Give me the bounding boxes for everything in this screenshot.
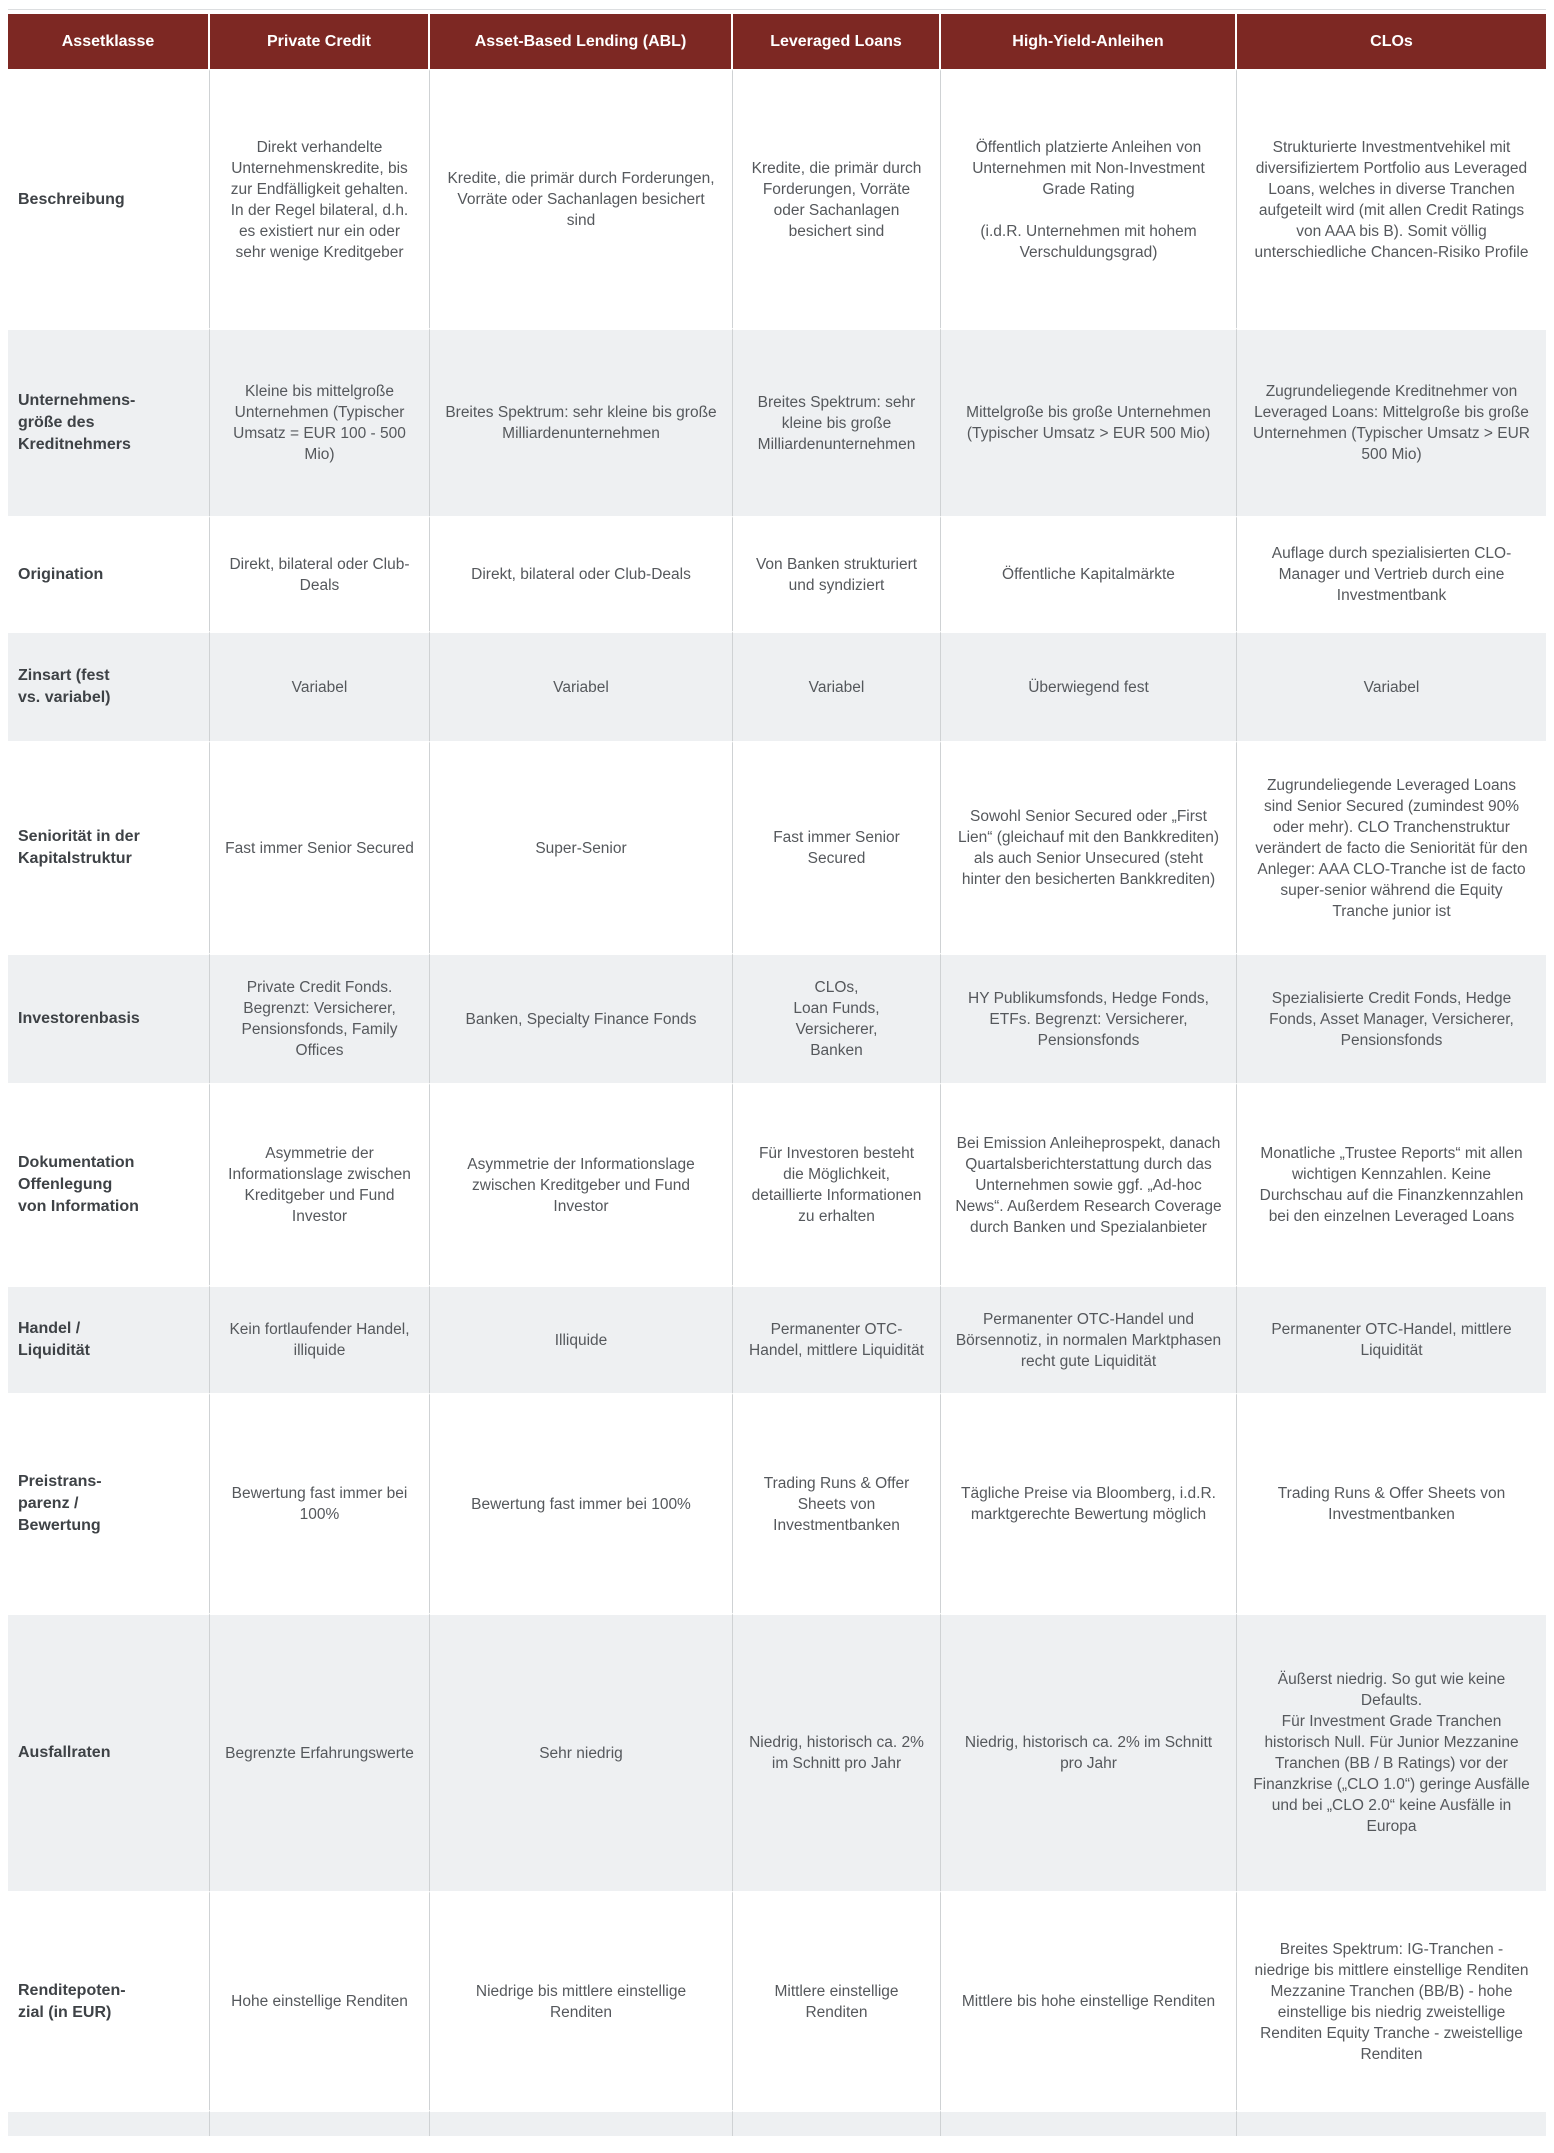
table-cell: Bewertung fast immer bei 100%: [210, 1393, 430, 1613]
table-cell: Fast immer Senior Secured: [733, 741, 941, 953]
row-label: Origination: [8, 516, 210, 631]
table-cell: [1237, 2110, 1546, 2136]
table-cell: Variabel: [1237, 631, 1546, 741]
table-cell: Für Investoren besteht die Möglichkeit, …: [733, 1083, 941, 1285]
table-cell: Äußerst niedrig. So gut wie keine Defaul…: [1237, 1613, 1546, 1891]
table-cell: Breites Spektrum: sehr kleine bis große …: [430, 328, 733, 516]
asset-class-comparison-table: Assetklasse Private Credit Asset-Based Len…: [8, 14, 1546, 2136]
table-cell: CLOs, Loan Funds, Versicherer, Banken: [733, 953, 941, 1083]
table-cell: Hohe einstellige Renditen: [210, 1891, 430, 2110]
table-cell: Banken, Specialty Finance Fonds: [430, 953, 733, 1083]
table-cell: Variabel: [210, 631, 430, 741]
table-cell: Permanenter OTC-Handel, mittlere Liquidi…: [733, 1285, 941, 1393]
row-label: Ausfallraten: [8, 1613, 210, 1891]
header-row: Assetklasse Private Credit Asset-Based Len…: [8, 14, 1546, 69]
table-cell: Mittlere bis hohe einstellige Renditen: [941, 1891, 1237, 2110]
table-cell: Breites Spektrum: IG-Tranchen - niedrige…: [1237, 1891, 1546, 2110]
table-cell: Zugrundeliegende Leveraged Loans sind Se…: [1237, 741, 1546, 953]
table-cell: Niedrige bis mittlere einstellige Rendit…: [430, 1891, 733, 2110]
table-cell: Private Credit Fonds. Begrenzt: Versiche…: [210, 953, 430, 1083]
row-label: Investorenbasis: [8, 953, 210, 1083]
table-row: Beschreibung Direkt verhandelte Unternehm…: [8, 69, 1546, 328]
row-label: Handel / Liquidität: [8, 1285, 210, 1393]
table-cell: Bei Emission Anleiheprospekt, danach Qua…: [941, 1083, 1237, 1285]
table-cell: Mittlere einstellige Renditen: [733, 1891, 941, 2110]
table-row: Renditepoten- zial (in EUR) Hohe einstell…: [8, 1891, 1546, 2110]
table-cell: Asymmetrie der Informationslage zwischen…: [430, 1083, 733, 1285]
column-header: High-Yield-Anleihen: [941, 14, 1237, 69]
table-cell: Zugrundeliegende Kreditnehmer von Levera…: [1237, 328, 1546, 516]
table-cell: [210, 2110, 430, 2136]
row-label: Beschreibung: [8, 69, 210, 328]
table-cell: Niedrig, historisch ca. 2% im Schnitt pr…: [733, 1613, 941, 1891]
column-header: CLOs: [1237, 14, 1546, 69]
table-cell: Kleine bis mittelgroße Unternehmen (Typi…: [210, 328, 430, 516]
table-cell: Monatliche „Trustee Reports“ mit allen w…: [1237, 1083, 1546, 1285]
table-cell: Kredite, die primär durch Forderungen, V…: [430, 69, 733, 328]
table-cell: Direkt verhandelte Unternehmenskredite, …: [210, 69, 430, 328]
table-cell: Überwiegend fest: [941, 631, 1237, 741]
column-header: Private Credit: [210, 14, 430, 69]
table-row: Zinsart (fest vs. variabel) Variabel Varia…: [8, 631, 1546, 741]
row-label: Seniorität in der Kapitalstruktur: [8, 741, 210, 953]
table-cell: Super-Senior: [430, 741, 733, 953]
table-row: Origination Direkt, bilateral oder Club-D…: [8, 516, 1546, 631]
table-row: Unternehmens- größe des Kreditnehmers Kle…: [8, 328, 1546, 516]
table-row: [8, 2110, 1546, 2136]
table-cell: Strukturierte Investmentvehikel mit dive…: [1237, 69, 1546, 328]
table-cell: Asymmetrie der Informationslage zwischen…: [210, 1083, 430, 1285]
row-label: Zinsart (fest vs. variabel): [8, 631, 210, 741]
table-cell: Permanenter OTC-Handel und Börsennotiz, …: [941, 1285, 1237, 1393]
table-cell: Kein fortlaufender Handel, illiquide: [210, 1285, 430, 1393]
table-cell: Spezialisierte Credit Fonds, Hedge Fonds…: [1237, 953, 1546, 1083]
comparison-table-container: Assetklasse Private Credit Asset-Based Len…: [8, 9, 1546, 2136]
table-cell: Auflage durch spezialisierten CLO-Manage…: [1237, 516, 1546, 631]
table-cell: Illiquide: [430, 1285, 733, 1393]
row-label: Preistrans- parenz / Bewertung: [8, 1393, 210, 1613]
table-row: Dokumentation Offenlegung von Informatio…: [8, 1083, 1546, 1285]
row-label: Dokumentation Offenlegung von Informatio…: [8, 1083, 210, 1285]
table-cell: Mittelgroße bis große Unternehmen (Typis…: [941, 328, 1237, 516]
table-row: Seniorität in der Kapitalstruktur Fast im…: [8, 741, 1546, 953]
table-cell: Variabel: [733, 631, 941, 741]
table-cell: Sehr niedrig: [430, 1613, 733, 1891]
table-cell: Direkt, bilateral oder Club-Deals: [430, 516, 733, 631]
column-header: Leveraged Loans: [733, 14, 941, 69]
table-cell: Direkt, bilateral oder Club-Deals: [210, 516, 430, 631]
table-cell: Von Banken strukturiert und syndiziert: [733, 516, 941, 631]
table-cell: Variabel: [430, 631, 733, 741]
table-row: Investorenbasis Private Credit Fonds. Beg…: [8, 953, 1546, 1083]
table-cell: Sowohl Senior Secured oder „First Lien“ …: [941, 741, 1237, 953]
row-label: Unternehmens- größe des Kreditnehmers: [8, 328, 210, 516]
table-cell: Fast immer Senior Secured: [210, 741, 430, 953]
table-cell: Trading Runs & Offer Sheets von Investme…: [733, 1393, 941, 1613]
table-cell: Kredite, die primär durch Forderungen, V…: [733, 69, 941, 328]
table-cell: Niedrig, historisch ca. 2% im Schnitt pr…: [941, 1613, 1237, 1891]
table-cell: [941, 2110, 1237, 2136]
table-cell: Bewertung fast immer bei 100%: [430, 1393, 733, 1613]
row-label: Renditepoten- zial (in EUR): [8, 1891, 210, 2110]
table-row: Ausfallraten Begrenzte Erfahrungswerte Seh…: [8, 1613, 1546, 1891]
table-cell: Breites Spektrum: sehr kleine bis große …: [733, 328, 941, 516]
table-cell: Öffentlich platzierte Anleihen von Unter…: [941, 69, 1237, 328]
table-cell: Permanenter OTC-Handel, mittlere Liquidi…: [1237, 1285, 1546, 1393]
table-cell: Öffentliche Kapitalmärkte: [941, 516, 1237, 631]
top-divider: [8, 9, 1546, 10]
row-label: [8, 2110, 210, 2136]
table-row: Preistrans- parenz / Bewertung Bewertung …: [8, 1393, 1546, 1613]
table-cell: [733, 2110, 941, 2136]
table-cell: [430, 2110, 733, 2136]
table-cell: Tägliche Preise via Bloomberg, i.d.R. ma…: [941, 1393, 1237, 1613]
column-header: Asset-Based Lending (ABL): [430, 14, 733, 69]
table-cell: Trading Runs & Offer Sheets von Investme…: [1237, 1393, 1546, 1613]
table-cell: HY Publikumsfonds, Hedge Fonds, ETFs. Be…: [941, 953, 1237, 1083]
table-row: Handel / Liquidität Kein fortlaufender Ha…: [8, 1285, 1546, 1393]
column-header: Assetklasse: [8, 14, 210, 69]
table-cell: Begrenzte Erfahrungswerte: [210, 1613, 430, 1891]
